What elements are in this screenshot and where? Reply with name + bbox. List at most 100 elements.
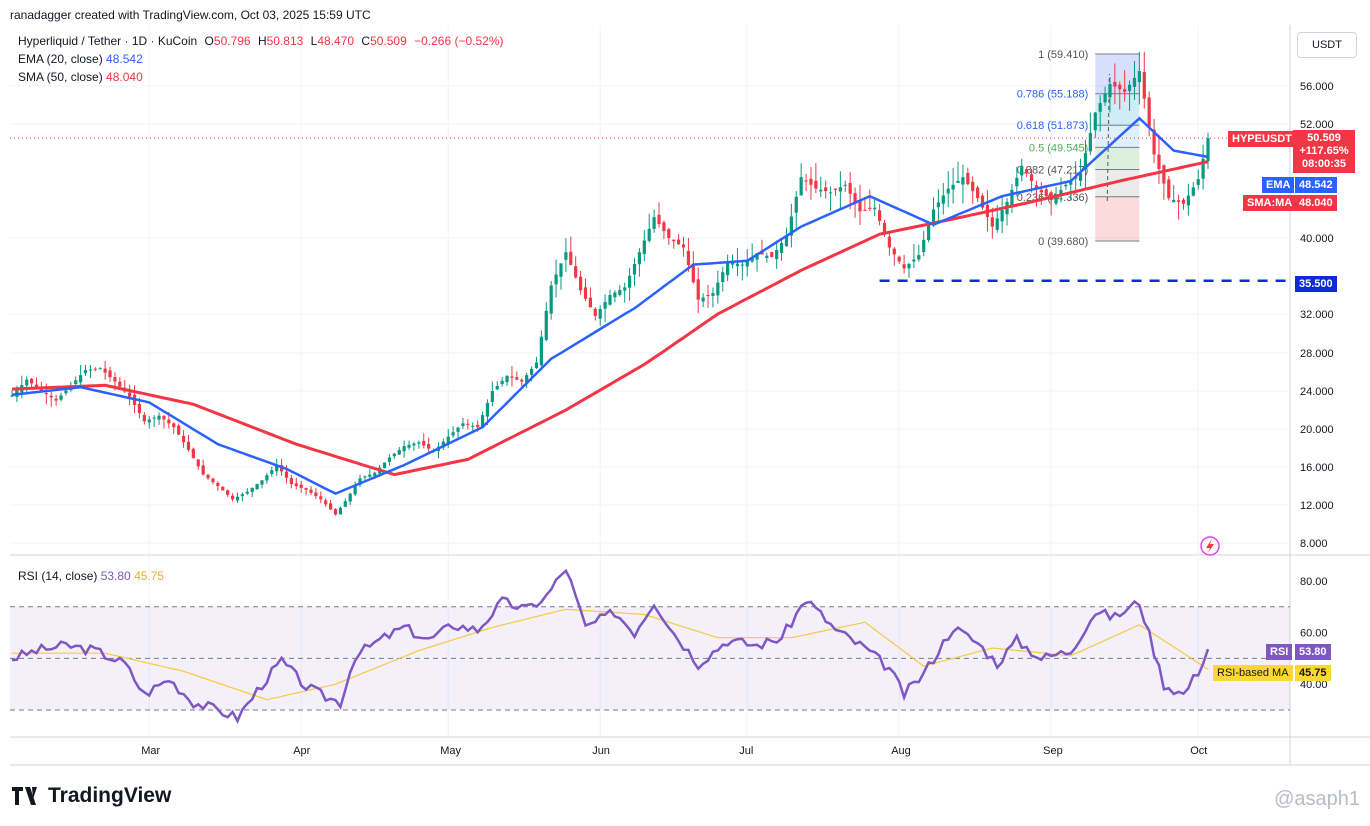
candle-body [1103, 93, 1107, 103]
rsi-legend[interactable]: RSI (14, close) 53.80 45.75 [18, 569, 165, 583]
candle-body [324, 500, 328, 505]
rsi-ma-line [12, 608, 1209, 701]
ema-tag-value: 48.542 [1295, 177, 1337, 193]
candle-body [902, 264, 906, 269]
candle-body [789, 216, 793, 236]
candle-body [373, 472, 377, 476]
candle-body [828, 192, 833, 194]
symbol-tag: HYPEUSDT [1228, 131, 1296, 147]
time-tick-label: Jun [592, 745, 610, 757]
symbol-name: Hyperliquid / Tether · 1D · KuCoin [18, 34, 198, 48]
candle-body [289, 477, 293, 485]
price-tick-label: 28.000 [1300, 348, 1334, 360]
candle-body [1157, 154, 1161, 169]
rsi-legend-value: 53.80 [100, 569, 131, 583]
candle-body [49, 395, 53, 398]
candle-body [490, 391, 494, 402]
symbol-legend: Hyperliquid / Tether · 1D · KuCoin O50.7… [18, 34, 504, 48]
candle-body [1176, 200, 1181, 202]
candle-body [873, 207, 877, 210]
candle-body [1123, 89, 1127, 92]
candle-body [1025, 169, 1029, 174]
candle-body [255, 484, 259, 490]
candle-body [451, 432, 455, 436]
candle-body [358, 478, 362, 485]
candle-body [691, 263, 695, 283]
candlestick-series [10, 51, 1210, 516]
candle-body [539, 336, 543, 366]
candle-body [907, 263, 911, 269]
candle-body [441, 441, 445, 448]
candle-body [917, 255, 921, 260]
candle-body [113, 377, 117, 382]
candle-body [422, 440, 426, 446]
last-price: 50.509 [1307, 132, 1341, 144]
candle-body [794, 196, 798, 213]
candle-body [343, 501, 347, 507]
fib-level-label: 0.786 (55.188) [1017, 89, 1089, 101]
sma-legend[interactable]: SMA (50, close) 48.040 [18, 70, 143, 84]
candle-body [177, 425, 181, 435]
time-tick-label: May [440, 745, 461, 757]
candle-body [819, 189, 823, 192]
candle-body [951, 184, 955, 190]
brand-name: TradingView [48, 784, 172, 807]
candle-body [142, 415, 146, 422]
ema-tag-label: EMA [1262, 177, 1295, 193]
candle-body [1059, 189, 1063, 195]
candle-body [128, 392, 132, 397]
candle-body [726, 261, 730, 276]
candle-body [515, 377, 519, 380]
candle-body [1196, 179, 1200, 185]
candle-body [770, 252, 774, 257]
candle-body [877, 210, 882, 221]
candle-body [1088, 132, 1092, 152]
rsi-pane [10, 568, 1290, 725]
candle-body [1162, 165, 1166, 184]
candle-body [1191, 187, 1195, 196]
candle-body [74, 380, 78, 384]
currency-button[interactable]: USDT [1297, 32, 1357, 58]
fib-level-label: 1 (59.410) [1038, 49, 1088, 61]
change-value: −0.266 (−0.52%) [414, 34, 504, 48]
candle-body [887, 236, 891, 248]
candle-body [647, 228, 651, 241]
candle-body [941, 195, 945, 204]
candle-body [338, 507, 343, 515]
candle-body [995, 218, 999, 230]
candle-body [118, 381, 122, 387]
last-price-box: 50.509 +117.65% 08:00:35 [1293, 130, 1355, 173]
rsi-tag-label: RSI [1266, 644, 1293, 660]
candle-body [892, 248, 896, 255]
candle-body [735, 263, 740, 267]
candle-body [191, 448, 195, 459]
candle-body [363, 476, 367, 478]
candle-body [686, 250, 691, 265]
candle-body [578, 276, 583, 291]
candle-body [868, 207, 872, 209]
candle-body [843, 184, 847, 186]
candle-body [1083, 153, 1088, 170]
candle-body [1113, 81, 1117, 87]
tradingview-logo[interactable]: TradingView [12, 784, 171, 808]
candle-body [466, 423, 470, 425]
candle-body [662, 222, 666, 232]
candle-body [765, 255, 769, 258]
candle-body [329, 503, 333, 510]
candle-body [505, 375, 509, 383]
candle-body [147, 419, 151, 423]
candle-body [701, 297, 705, 302]
candle-body [564, 252, 568, 260]
candle-body [980, 195, 985, 208]
price-tick-label: 52.000 [1300, 119, 1334, 131]
candle-body [608, 295, 612, 305]
candle-body [30, 378, 34, 384]
rsi-line [11, 568, 1210, 725]
candle-body [534, 362, 539, 369]
candle-body [54, 398, 58, 401]
candle-body [103, 368, 107, 373]
ema-legend[interactable]: EMA (20, close) 48.542 [18, 52, 143, 66]
candle-body [696, 279, 700, 300]
open-value: 50.796 [213, 34, 251, 48]
